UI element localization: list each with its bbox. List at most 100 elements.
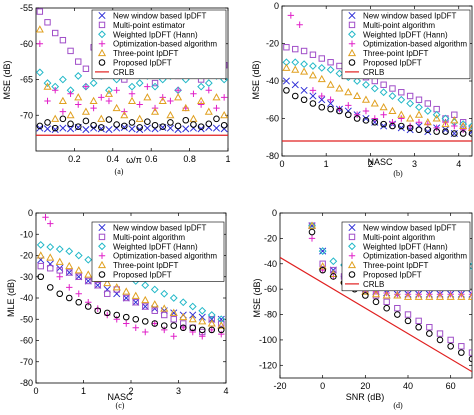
- new-window-point: [282, 77, 290, 85]
- proposed-point: [308, 228, 316, 236]
- x-tick-label: 40: [403, 381, 413, 391]
- proposed-point: [179, 324, 187, 332]
- three-point-point: [307, 221, 317, 229]
- proposed-point: [160, 322, 168, 329]
- x-tick-label: 1: [324, 159, 329, 169]
- three-point-point: [344, 88, 353, 96]
- proposed-point: [217, 326, 225, 334]
- proposed-point: [36, 122, 44, 130]
- new-window-point: [43, 125, 52, 133]
- weighted-point: [43, 79, 52, 87]
- legend-box: [91, 9, 227, 80]
- new-window-point: [362, 114, 370, 123]
- legend-swatch: [98, 11, 106, 20]
- proposed-point: [128, 119, 136, 126]
- y-tick-label: -20: [266, 39, 279, 49]
- three-point-point: [150, 107, 160, 115]
- multi-point-point: [67, 47, 74, 55]
- optimization-point: [327, 96, 334, 103]
- legend-label: Proposed IpDFT: [113, 271, 172, 280]
- new-window-point: [212, 124, 221, 132]
- legend-swatch: [98, 21, 106, 29]
- three-point-point: [393, 291, 402, 299]
- optimization-point: [220, 94, 228, 101]
- weighted-point: [397, 95, 406, 104]
- y-tick-label: -120: [259, 360, 277, 370]
- legend-swatch: [98, 233, 106, 241]
- multi-point-point: [292, 45, 299, 53]
- legend-swatch: [347, 48, 357, 57]
- legend-label: Weighted IpDFT (Hann): [113, 30, 198, 39]
- three-point-point: [379, 103, 388, 111]
- proposed-point: [208, 326, 216, 334]
- weighted-point: [141, 281, 150, 290]
- optimization-point: [52, 87, 59, 94]
- weighted-point: [74, 72, 83, 80]
- multi-point-point: [458, 343, 465, 350]
- multi-point-point: [371, 77, 378, 85]
- legend-swatch: [348, 40, 356, 47]
- y-tick-label: -70: [20, 110, 33, 120]
- proposed-point: [336, 107, 343, 115]
- new-window-point: [197, 125, 205, 133]
- x-tick-label: 2: [368, 159, 373, 169]
- weighted-point: [89, 79, 98, 87]
- proposed-point: [327, 105, 334, 113]
- optimization-point: [208, 326, 215, 334]
- three-point-point: [371, 290, 381, 298]
- new-window-point: [424, 128, 432, 136]
- multi-point-point: [389, 85, 396, 92]
- optimization-point: [167, 97, 174, 105]
- y-tick-label: -100: [259, 335, 277, 345]
- three-point-point: [46, 253, 55, 261]
- multi-point-point: [59, 36, 67, 44]
- legend-label: Optimization-based algorithm: [363, 252, 467, 261]
- optimization-point: [380, 111, 387, 118]
- three-point-point: [388, 106, 397, 115]
- y-tick-label: -40: [264, 259, 277, 269]
- optimization-point: [82, 83, 90, 90]
- proposed-point: [468, 130, 472, 137]
- three-point-point: [361, 287, 370, 295]
- new-window-point: [103, 285, 111, 294]
- optimization-point: [180, 324, 187, 331]
- three-point-point: [291, 65, 300, 73]
- proposed-point: [406, 124, 414, 132]
- weighted-point: [179, 298, 188, 307]
- weighted-point: [207, 311, 216, 319]
- optimization-point: [205, 87, 212, 94]
- legend-swatch: [98, 59, 106, 66]
- weighted-point: [318, 247, 327, 255]
- proposed-point: [372, 298, 380, 306]
- three-point-point: [65, 261, 74, 270]
- new-window-point: [468, 290, 472, 298]
- three-point-point: [189, 114, 198, 122]
- optimization-point: [174, 87, 182, 94]
- legend-label: New window based IpDFT: [363, 12, 456, 21]
- proposed-point: [113, 311, 121, 319]
- three-point-point: [287, 203, 293, 209]
- proposed-point: [132, 315, 140, 323]
- optimization-point: [67, 90, 74, 97]
- panel-b: 0 1 2 3 4 0 -20 -40 -60 -80 NASC MSE (dB) (b) New win…: [251, 1, 473, 178]
- new-window-point: [277, 203, 283, 209]
- proposed-point: [141, 318, 149, 325]
- optimization-point: [287, 108, 293, 114]
- weighted-point: [362, 80, 370, 89]
- proposed-point: [319, 266, 326, 274]
- new-window-point: [75, 273, 83, 281]
- proposed-point: [174, 122, 182, 130]
- new-window-point: [136, 125, 144, 134]
- three-point-point: [58, 96, 67, 105]
- proposed-point: [330, 273, 337, 280]
- proposed-point: [277, 204, 283, 210]
- weighted-point: [298, 203, 304, 209]
- proposed-point: [167, 119, 174, 126]
- new-window-point: [141, 302, 149, 311]
- optimization-point: [113, 87, 120, 94]
- new-window-point: [291, 81, 299, 89]
- new-window-point: [94, 281, 102, 289]
